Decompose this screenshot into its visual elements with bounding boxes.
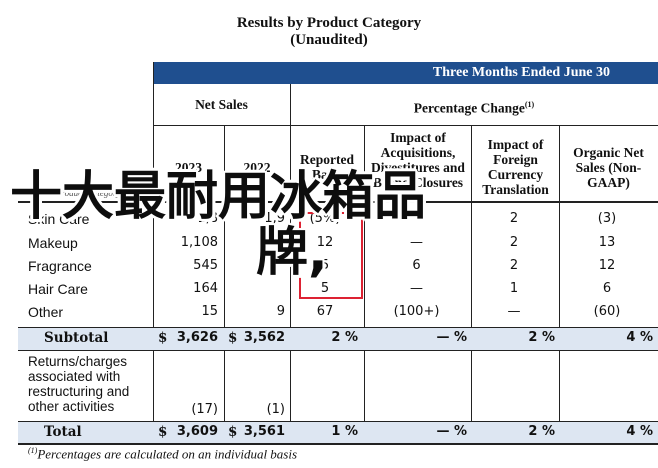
table-row: Skin Care 1,8 1,9 (5%) 2 (3) xyxy=(0,211,658,233)
row-rule xyxy=(18,421,658,422)
total-label: Total xyxy=(44,424,82,440)
highlight-box xyxy=(299,212,363,299)
cell-fx: 2 xyxy=(509,211,519,226)
left-header-label: Product Category xyxy=(56,188,121,198)
cell-fx: 1 xyxy=(509,281,519,296)
col-divider xyxy=(290,84,291,444)
subtotal-row: Subtotal $ 3,626 $ 3,562 2 % — % 2 % 4 % xyxy=(0,330,658,352)
total-organic: 4 % xyxy=(626,424,653,439)
col-divider xyxy=(224,126,225,444)
table-row: Hair Care 164 5 — 1 6 xyxy=(0,281,658,303)
header-rule xyxy=(153,125,658,126)
cell-fx: — xyxy=(507,304,521,319)
cell-2023: 1,8 xyxy=(197,211,218,226)
cell-reported: 67 xyxy=(316,304,334,319)
cell-fx: 2 xyxy=(509,235,519,250)
pct-change-header: Percentage Change(1) xyxy=(290,97,658,116)
row-label: Other xyxy=(28,304,64,320)
footnote-marker: (1) xyxy=(28,446,38,455)
report-subtitle: (Unaudited) xyxy=(290,32,368,48)
subtotal-row-bg xyxy=(18,328,658,350)
cell-2023: 164 xyxy=(193,281,218,296)
table-row: Fragrance 545 5 6 2 12 xyxy=(0,258,658,280)
col-divider xyxy=(559,126,560,444)
subtotal-label: Subtotal xyxy=(44,330,109,346)
reported-basis-header: Reported Basis xyxy=(300,152,354,182)
cell-reported: 5 xyxy=(320,258,330,273)
net-sales-header: Net Sales xyxy=(195,97,248,112)
year-2023-header: 2023 xyxy=(175,160,202,175)
period-band: Three Months Ended June 30 xyxy=(153,62,658,84)
dollar-sign: $ xyxy=(228,330,238,346)
row-rule xyxy=(18,443,658,445)
total-row-bg xyxy=(18,422,658,444)
row-label: Skin Care xyxy=(28,211,90,227)
overlay-headline: 十大最耐用冰箱品 xyxy=(10,167,427,227)
impact-fx-header: Impact of Foreign Currency Translation xyxy=(482,137,549,197)
cell-acquisitions: 6 xyxy=(412,258,421,273)
table-row: Makeup 1,108 993 12 — 2 13 xyxy=(0,235,658,257)
returns-2022: (1) xyxy=(266,402,285,417)
cell-2023: 1,108 xyxy=(180,235,218,250)
overlay-headline-cont: 牌, xyxy=(256,223,328,283)
cell-2023: 15 xyxy=(201,304,218,319)
total-acq: — % xyxy=(436,424,467,439)
footnote-marker: (1) xyxy=(524,100,535,109)
cell-acquisitions: — xyxy=(410,235,423,250)
cell-2022: 1,9 xyxy=(264,211,285,226)
subtotal-2023: 3,626 xyxy=(176,330,218,345)
col-divider xyxy=(153,62,154,444)
cell-reported: 5 xyxy=(320,281,330,296)
row-label: Fragrance xyxy=(28,258,92,274)
cell-reported: 12 xyxy=(316,235,334,250)
report-title: Results by Product Category xyxy=(236,15,422,31)
header-rule xyxy=(18,201,658,203)
total-row: Total $ 3,609 $ 3,561 1 % — % 2 % 4 % xyxy=(0,424,658,446)
col-divider xyxy=(364,126,365,444)
dollar-sign: $ xyxy=(158,330,168,346)
cell-organic: 12 xyxy=(598,258,616,273)
cell-acquisitions: — xyxy=(410,281,423,296)
organic-header: Organic Net Sales (Non-GAAP) xyxy=(573,145,644,190)
table-row: Other 15 9 67 (100+) — (60) xyxy=(0,304,658,326)
row-rule xyxy=(18,350,658,351)
footnote-text: Percentages are calculated on an individ… xyxy=(37,446,298,462)
subtotal-acq: — % xyxy=(436,330,467,345)
total-2023: 3,609 xyxy=(176,424,218,439)
footnote: (1)Percentages are calculated on an indi… xyxy=(28,446,297,462)
total-2022: 3,561 xyxy=(243,424,285,439)
cell-2022: 9 xyxy=(276,304,285,319)
subtotal-2022: 3,562 xyxy=(243,330,285,345)
col-divider xyxy=(471,126,472,444)
row-label: Hair Care xyxy=(28,281,88,297)
returns-label: Returns/charges associated with restruct… xyxy=(28,354,130,414)
year-2022-header: 2022 xyxy=(243,160,271,175)
cell-organic: (3) xyxy=(597,211,617,226)
subtotal-organic: 4 % xyxy=(626,330,653,345)
returns-2023: (17) xyxy=(191,402,218,417)
cell-organic: 6 xyxy=(602,281,612,296)
cell-organic: 13 xyxy=(598,235,616,250)
total-fx: 2 % xyxy=(528,424,555,439)
cell-2022: 993 xyxy=(260,235,285,250)
dollar-sign: $ xyxy=(228,424,238,440)
row-rule xyxy=(18,327,658,328)
cell-organic: (60) xyxy=(593,304,621,319)
cell-2023: 545 xyxy=(193,258,218,273)
cell-acquisitions: (100+) xyxy=(393,304,440,319)
row-label: Makeup xyxy=(28,235,78,251)
pct-change-label: Percentage Change xyxy=(413,100,525,116)
subtotal-reported: 2 % xyxy=(331,330,358,345)
dollar-sign: $ xyxy=(158,424,168,440)
impact-acquisitions-header: Impact of Acquisitions, Divestitures and… xyxy=(371,130,465,190)
cell-fx: 2 xyxy=(509,258,519,273)
subtotal-fx: 2 % xyxy=(528,330,555,345)
cell-reported: (5%) xyxy=(309,211,341,226)
total-reported: 1 % xyxy=(331,424,358,439)
